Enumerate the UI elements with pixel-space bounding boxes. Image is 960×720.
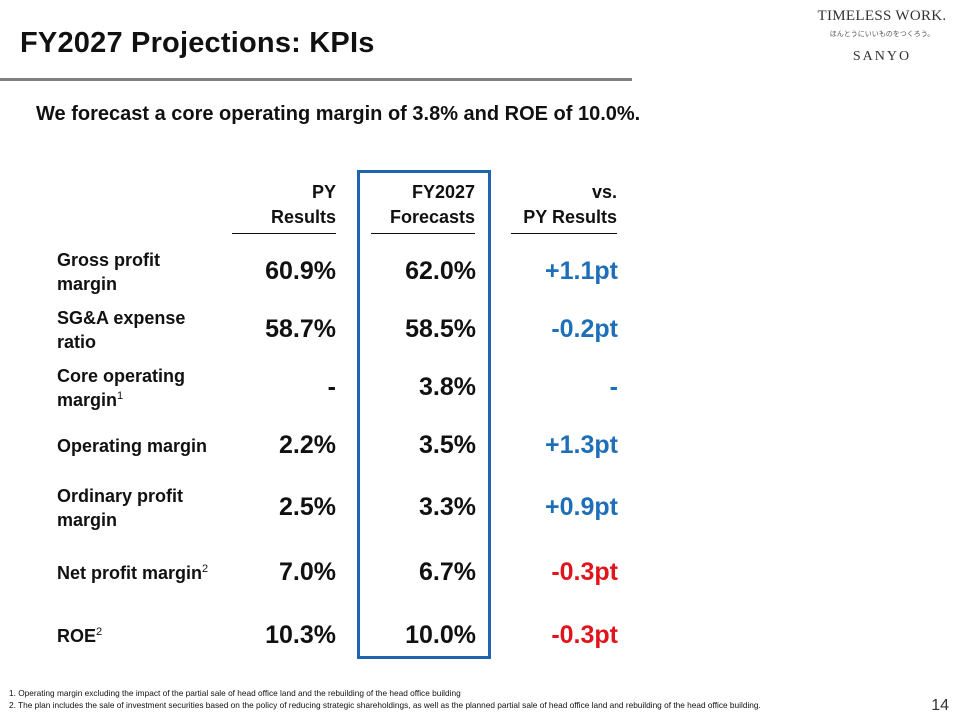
column-header-vs-py: vs. PY Results xyxy=(511,180,617,234)
vs-py-diff-value: +0.9pt xyxy=(545,493,618,521)
row-label-line: Gross profit xyxy=(57,250,161,270)
column-header-line: PY xyxy=(311,182,336,202)
row-label: Core operating margin1 xyxy=(57,364,185,412)
py-result-value: 2.5% xyxy=(279,493,336,521)
vs-py-diff-value: +1.3pt xyxy=(545,431,618,459)
row-label-line: margin xyxy=(57,510,118,530)
row-label-text: Net profit margin xyxy=(57,563,203,583)
py-result-value: 58.7% xyxy=(265,315,336,343)
forecast-column-highlight xyxy=(357,170,491,659)
row-label-line: Operating margin xyxy=(57,436,208,456)
py-result-value: 10.3% xyxy=(265,621,336,649)
row-label-line: margin xyxy=(57,274,118,294)
row-label: Ordinary profit margin xyxy=(57,484,183,532)
column-header-fy2027-forecasts: FY2027 Forecasts xyxy=(371,180,475,234)
py-result-value: 60.9% xyxy=(265,257,336,285)
title-divider xyxy=(0,78,632,81)
row-label: SG&A expense ratio xyxy=(57,306,185,354)
page-title: FY2027 Projections: KPIs xyxy=(20,27,375,59)
py-result-value: - xyxy=(327,373,336,401)
fy2027-forecast-value: 58.5% xyxy=(405,315,476,343)
vs-py-diff-value: -0.3pt xyxy=(551,558,618,586)
vs-py-diff-value: +1.1pt xyxy=(545,257,618,285)
fy2027-forecast-value: 3.3% xyxy=(419,493,476,521)
footnote-marker: 1 xyxy=(117,390,124,402)
py-result-value: 7.0% xyxy=(279,558,336,586)
column-header-line: Results xyxy=(270,207,336,227)
footnote-1: 1. Operating margin excluding the impact… xyxy=(9,688,461,698)
row-label-line: Core operating xyxy=(57,366,186,386)
row-label: ROE2 xyxy=(57,624,102,648)
subtitle: We forecast a core operating margin of 3… xyxy=(36,103,641,125)
column-header-py-results: PY Results xyxy=(232,180,336,234)
column-header-line: vs. xyxy=(591,182,617,202)
column-header-line: PY Results xyxy=(523,207,617,227)
page-number: 14 xyxy=(931,697,949,714)
company-logo: TIMELESS WORK. ほんとうにいいものをつくろう。 SANYO xyxy=(812,8,952,65)
row-label-text: ROE xyxy=(57,626,97,646)
fy2027-forecast-value: 6.7% xyxy=(419,558,476,586)
footnote-marker: 2 xyxy=(202,563,209,575)
fy2027-forecast-value: 62.0% xyxy=(405,257,476,285)
row-label-line: SG&A expense xyxy=(57,308,186,328)
column-header-line: Forecasts xyxy=(389,207,475,227)
row-label-text: margin xyxy=(57,390,118,410)
footnote-2: 2. The plan includes the sale of investm… xyxy=(9,700,761,710)
vs-py-diff-value: -0.3pt xyxy=(551,621,618,649)
py-result-value: 2.2% xyxy=(279,431,336,459)
footnote-marker: 2 xyxy=(96,626,103,638)
row-label: Net profit margin2 xyxy=(57,561,208,585)
logo-brand: SANYO xyxy=(852,49,912,64)
row-label-line: Ordinary profit xyxy=(57,486,184,506)
fy2027-forecast-value: 10.0% xyxy=(405,621,476,649)
row-label: Operating margin xyxy=(57,434,207,458)
column-header-line: FY2027 xyxy=(411,182,475,202)
row-label: Gross profit margin xyxy=(57,248,160,296)
fy2027-forecast-value: 3.5% xyxy=(419,431,476,459)
row-label-line: ratio xyxy=(57,332,97,352)
logo-japanese-slogan: ほんとうにいいものをつくろう。 xyxy=(829,30,935,38)
vs-py-diff-value: - xyxy=(609,373,618,401)
logo-tagline: TIMELESS WORK. xyxy=(817,8,947,24)
fy2027-forecast-value: 3.8% xyxy=(419,373,476,401)
vs-py-diff-value: -0.2pt xyxy=(551,315,618,343)
